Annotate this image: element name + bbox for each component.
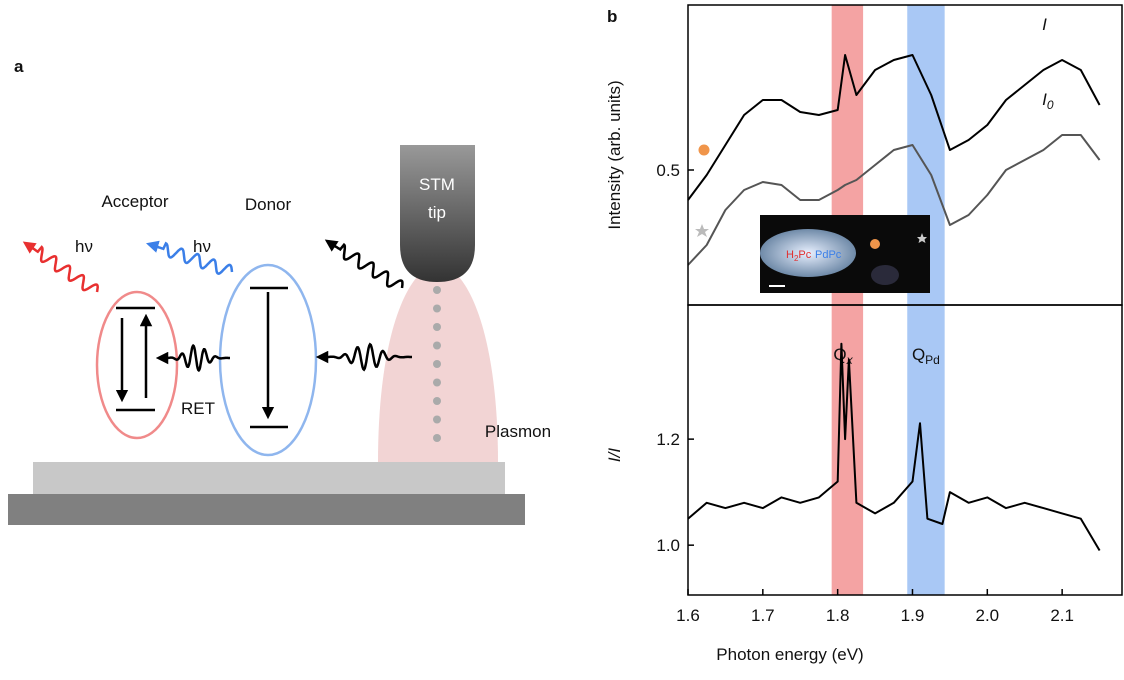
y-axis-label: Intensity (arb. units)	[605, 80, 624, 229]
marker-dot	[870, 239, 880, 249]
axes-frame	[687, 304, 1123, 596]
series-line	[687, 342, 1101, 552]
dot	[433, 286, 441, 294]
wave-arrow	[324, 239, 404, 289]
panel-label: a	[14, 57, 24, 76]
marker-dot	[698, 144, 710, 156]
x-tick-label: 1.8	[826, 606, 850, 625]
levels	[115, 286, 288, 429]
y-tick-label: 1.0	[656, 536, 680, 555]
series-line	[687, 54, 1101, 201]
marker-star	[695, 224, 709, 237]
dot	[433, 434, 441, 442]
waves	[22, 239, 412, 373]
x-tick-label: 2.0	[975, 606, 999, 625]
series-label: 0	[1047, 98, 1054, 112]
plasmon-label: Plasmon	[485, 422, 551, 441]
x-tick-label: 1.6	[676, 606, 700, 625]
series-line	[687, 134, 1101, 266]
tunnel-dots	[433, 286, 441, 442]
wave-arrow	[22, 241, 99, 293]
base	[8, 494, 525, 525]
band-label: Pd	[925, 353, 940, 367]
y-axis-label: I/I	[605, 448, 624, 462]
series-label: I	[1042, 15, 1047, 34]
panel-label: b	[607, 7, 617, 26]
inset-label: H2Pc	[786, 249, 812, 263]
inset-label: H	[786, 249, 794, 261]
acceptor-label: Acceptor	[101, 192, 168, 211]
band-label: Q	[833, 345, 846, 364]
blob	[871, 265, 899, 285]
inset-label: 2	[794, 254, 799, 263]
photon-label: hν	[193, 237, 211, 256]
dot	[433, 397, 441, 405]
inset-label: PdPc	[815, 249, 842, 261]
dot	[433, 304, 441, 313]
dot	[433, 378, 441, 387]
photon-label: hν	[75, 237, 93, 256]
band	[831, 5, 864, 595]
series-label: I	[1042, 15, 1047, 34]
band-label: Q	[912, 345, 925, 364]
wave-arrow	[145, 240, 234, 275]
acceptor-ellipse	[95, 290, 179, 440]
series-label: I	[1042, 90, 1047, 109]
inset-label: Pc	[798, 249, 811, 261]
series-label: I0	[1042, 90, 1054, 112]
ret-label: RET	[181, 399, 215, 418]
marker-star	[917, 233, 927, 243]
y-tick-label: 0.5	[656, 161, 680, 180]
donor-label: Donor	[245, 195, 292, 214]
substrate	[33, 462, 505, 494]
x-axis-label: Photon energy (eV)	[716, 645, 863, 664]
wave-arrow	[315, 342, 412, 372]
molecules	[760, 229, 856, 277]
dot	[433, 360, 441, 368]
tip-label: tip	[428, 203, 446, 222]
inset: H2Pc PdPc	[760, 215, 930, 293]
dot	[433, 341, 441, 350]
stm-tip	[400, 145, 475, 282]
band-label: QPd	[912, 345, 940, 367]
tip-label: STM	[419, 175, 455, 194]
panel-a: a STM tip Acceptor Donor hν hν RET Plasm…	[8, 57, 551, 525]
y-tick-label: 1.2	[656, 430, 680, 449]
x-tick-label: 2.1	[1050, 606, 1074, 625]
x-tick-label: 1.7	[751, 606, 775, 625]
wave-arrow	[155, 343, 230, 373]
dot	[433, 323, 441, 331]
dot	[433, 415, 441, 424]
x-tick-label: 1.9	[901, 606, 925, 625]
